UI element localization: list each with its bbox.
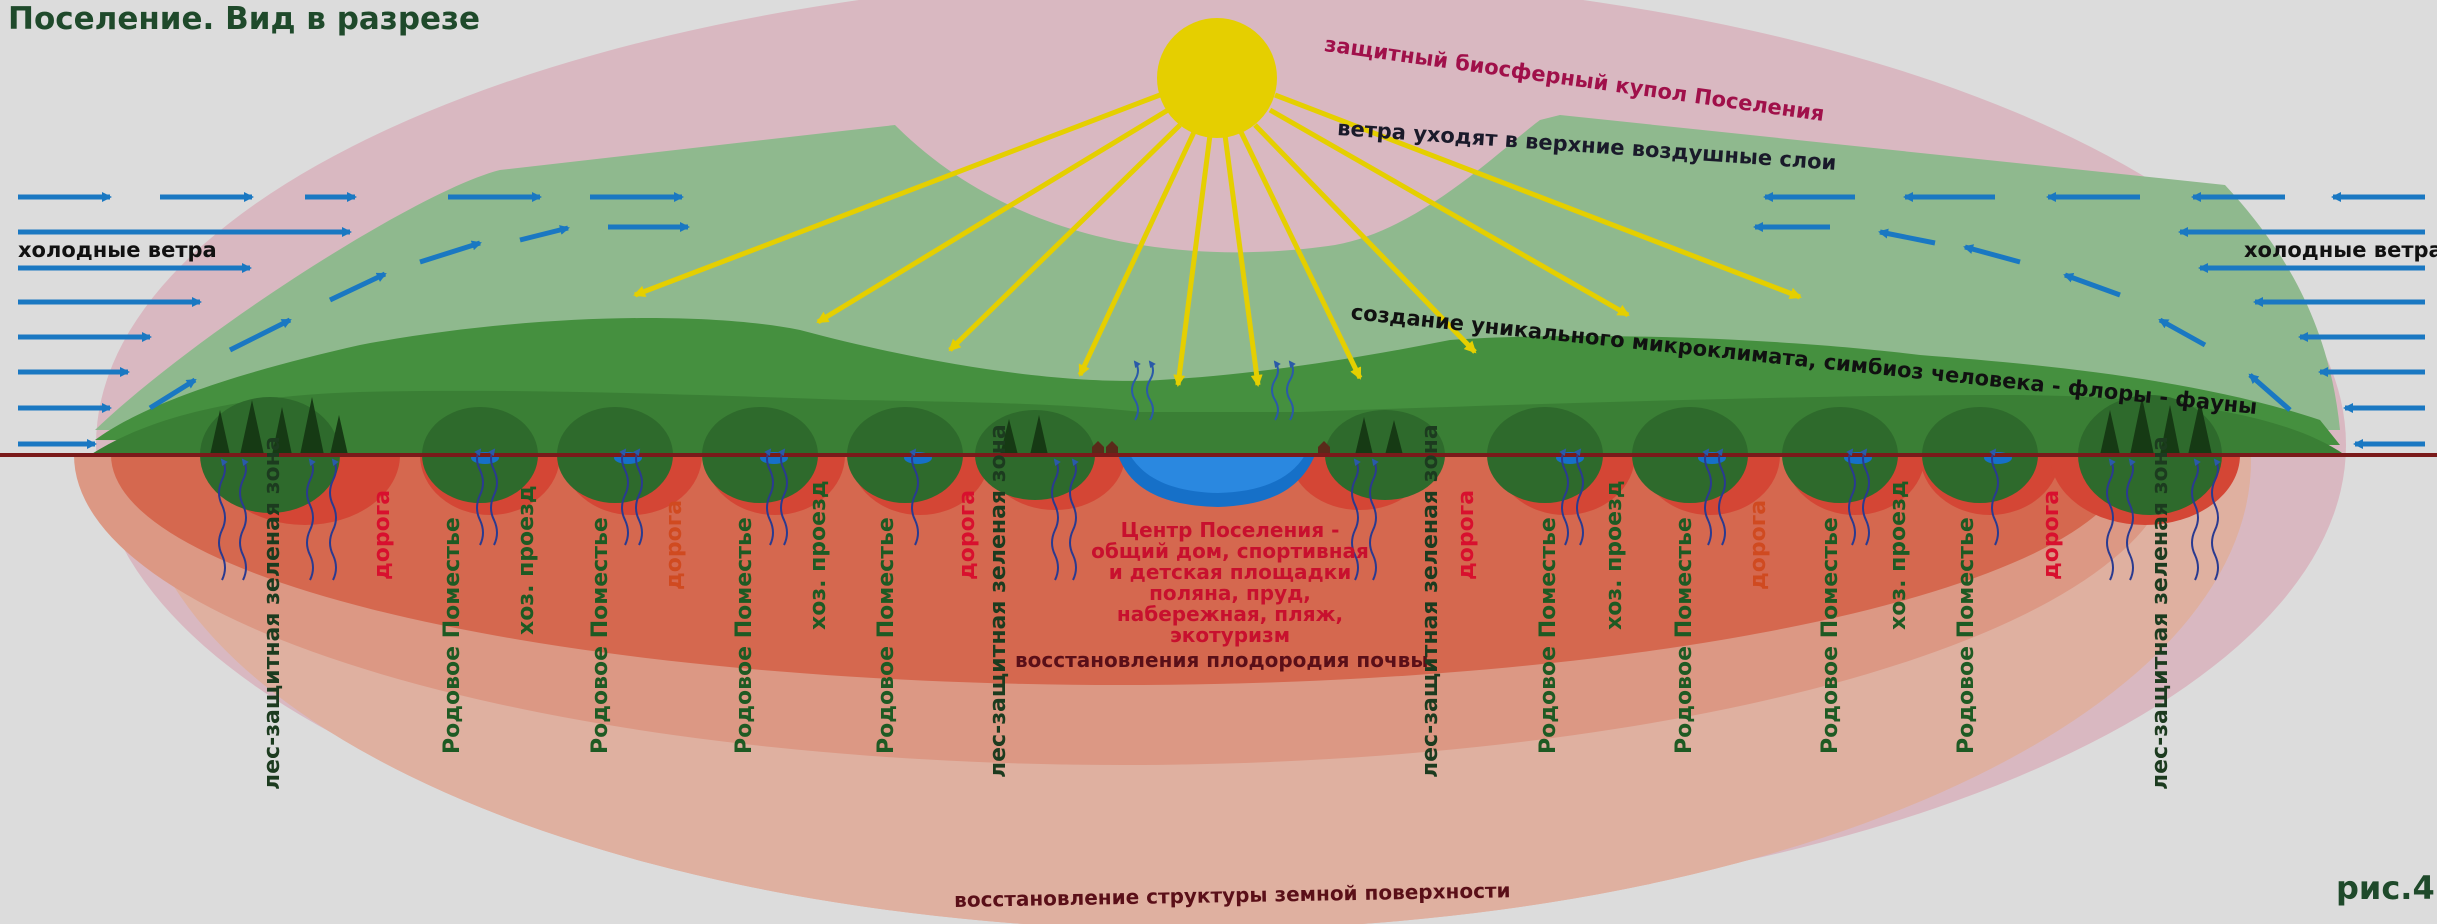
zone-estate-8: Родовое Поместье — [1954, 517, 1979, 754]
center-line-5: экотуризм — [1169, 623, 1291, 647]
cold-wind-arrows-left — [18, 192, 690, 449]
center-line-4: поляна, пруд, набережная, пляж, — [1116, 581, 1344, 626]
cold-wind-arrows-right — [1753, 192, 2425, 449]
zone-estate-3: Родовое Поместье — [732, 517, 757, 754]
zone-service-4: хоз. проезд — [1886, 480, 1911, 630]
zone-road-2: дорога — [662, 499, 687, 590]
forest-trees — [210, 397, 2212, 455]
cold-winds-right-label: холодные ветра — [2244, 238, 2437, 262]
zone-estate-5: Родовое Поместье — [1536, 517, 1561, 754]
zone-estate-7: Родовое Поместье — [1818, 517, 1843, 754]
zone-road-3: дорога — [955, 489, 980, 580]
center-line-1: Центр Поселения - — [1120, 518, 1340, 542]
cold-winds-left-label: холодные ветра — [18, 238, 217, 262]
houses — [1092, 441, 1330, 455]
zone-estate-1: Родовое Поместье — [440, 517, 465, 754]
center-line-2: общий дом, спортивная — [1091, 539, 1369, 563]
zone-service-2: хоз. проезд — [806, 480, 831, 630]
sun — [1157, 18, 1277, 138]
ground-vapor — [218, 448, 2221, 581]
rising-warm-air — [1131, 360, 1296, 421]
zone-service-3: хоз. проезд — [1602, 480, 1627, 630]
zone-road-4: дорога — [1454, 489, 1479, 580]
soil-label: восстановления плодородия почвы — [1015, 648, 1429, 672]
zone-forest-1: лес-защитная зеленая зона — [260, 436, 285, 790]
zone-forest-3: лес-защитная зеленая зона — [1418, 424, 1443, 778]
zone-road-6: дорога — [2039, 489, 2064, 580]
zone-forest-4: лес-защитная зеленая зона — [2148, 436, 2173, 790]
zone-estate-6: Родовое Поместье — [1672, 517, 1697, 754]
figure-number: рис.4 — [2336, 869, 2435, 907]
center-label: Центр Поселения - общий дом, спортивная … — [1080, 520, 1380, 646]
zone-service-1: хоз. проезд — [514, 485, 539, 635]
center-line-3: и детская площадки — [1108, 560, 1352, 584]
zone-road-5: дорога — [1746, 499, 1771, 590]
zone-estate-4: Родовое Поместье — [874, 517, 899, 754]
page-title: Поселение. Вид в разрезе — [8, 1, 481, 37]
zone-estate-2: Родовое Поместье — [588, 517, 613, 754]
sun-rays — [633, 92, 1802, 387]
zone-road-1: дорога — [370, 489, 395, 580]
zone-forest-2: лес-защитная зеленая зона — [986, 424, 1011, 778]
